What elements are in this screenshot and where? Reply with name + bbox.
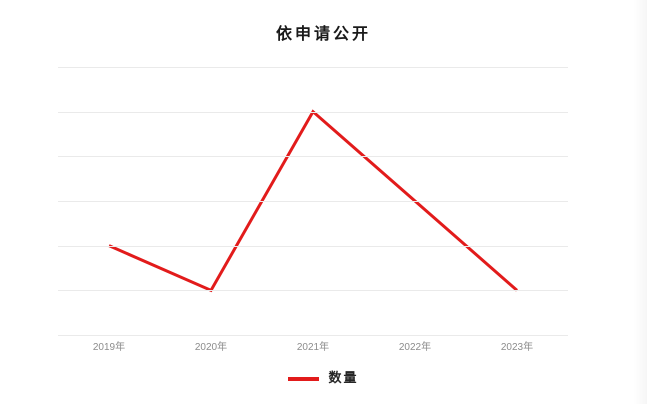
gridline: [58, 67, 568, 68]
gridline: [58, 245, 568, 247]
x-axis-tick-label: 2023年: [500, 342, 534, 353]
gridline: [58, 201, 568, 202]
chart-title: 依申请公开: [275, 24, 371, 43]
legend-item-quantity[interactable]: 数量: [288, 372, 358, 385]
gridline: [58, 290, 568, 292]
x-axis-tick-label: 2020年: [194, 342, 228, 353]
legend-line-marker-icon: [288, 376, 320, 381]
chart-legend: 数量: [0, 372, 647, 385]
x-axis-tick-label: 2019年: [92, 342, 126, 353]
gridline: [58, 156, 568, 158]
plot-area: 01234562019年2020年2021年2022年2023年: [58, 67, 568, 353]
legend-item-label: 数量: [328, 371, 359, 386]
gridline: [58, 335, 568, 336]
gridline: [58, 111, 568, 113]
canvas-right-edge-shade: [633, 0, 647, 404]
x-axis-tick-label: 2021年: [296, 342, 330, 353]
x-axis-tick-label: 2022年: [398, 342, 432, 353]
